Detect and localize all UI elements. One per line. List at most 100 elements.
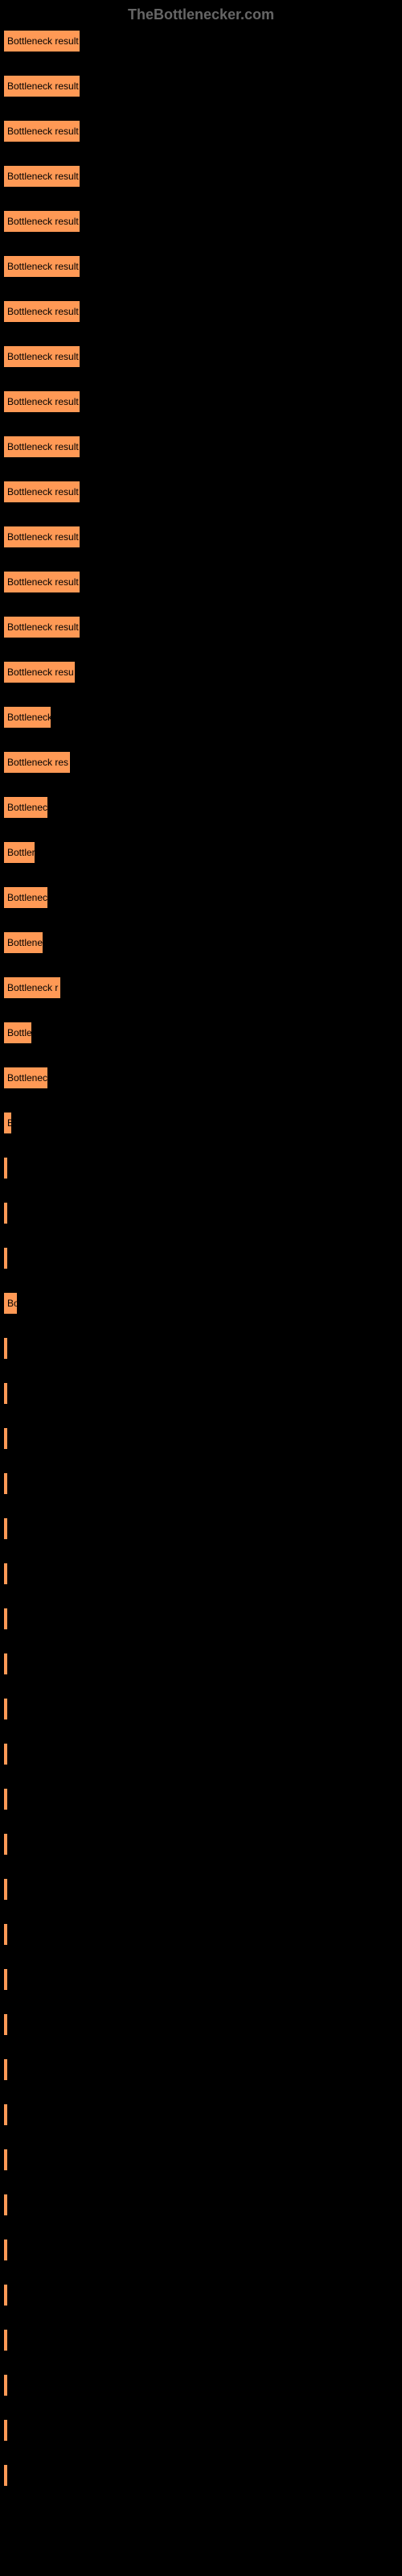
bottleneck-bar: Bottleneck result	[3, 165, 80, 188]
bar-label: Bottleneck result	[7, 216, 79, 227]
bar-label: Bottleneck result	[7, 486, 79, 497]
bar-wrapper	[3, 1608, 399, 1630]
bar-wrapper	[3, 2284, 399, 2306]
bar-label: Bottlenec	[7, 1072, 47, 1084]
bar-wrapper: Bottleneck result	[3, 120, 399, 142]
bottleneck-bar	[3, 2194, 8, 2216]
bar-wrapper	[3, 1382, 399, 1405]
bar-wrapper	[3, 1247, 399, 1269]
bar-wrapper: Bottlenec	[3, 1067, 399, 1089]
bar-wrapper	[3, 1337, 399, 1360]
bottleneck-bar	[3, 2058, 8, 2081]
bar-wrapper	[3, 1157, 399, 1179]
bottleneck-bar	[3, 1833, 8, 1856]
bar-wrapper: Bottleneck result	[3, 526, 399, 548]
bar-wrapper: Bottleneck result	[3, 390, 399, 413]
bar-wrapper	[3, 1878, 399, 1901]
bottleneck-bar	[3, 2329, 8, 2351]
bottleneck-bar	[3, 2149, 8, 2171]
bar-wrapper: Bottleneck result	[3, 165, 399, 188]
bar-wrapper: Bottlene	[3, 931, 399, 954]
bottleneck-bar: B	[3, 1112, 12, 1134]
bar-wrapper	[3, 2058, 399, 2081]
bar-label: Bottle	[7, 1027, 32, 1038]
bar-wrapper: Bottleneck result	[3, 571, 399, 593]
bar-label: Bottleneck result	[7, 396, 79, 407]
bottleneck-bar	[3, 2103, 8, 2126]
bar-wrapper	[3, 1833, 399, 1856]
bar-wrapper: Bottleneck result	[3, 255, 399, 278]
bar-wrapper: Bottleneck resu	[3, 661, 399, 683]
bar-label: Bottleneck result	[7, 351, 79, 362]
bar-label: Bottleneck r	[7, 982, 58, 993]
bottleneck-bar: Bottleneck result	[3, 436, 80, 458]
bar-wrapper: Bottleneck result	[3, 300, 399, 323]
bottleneck-bar: Bottleneck	[3, 706, 51, 729]
bottleneck-bar	[3, 1382, 8, 1405]
bar-wrapper	[3, 1923, 399, 1946]
bar-label: Bottlenec	[7, 892, 47, 903]
bar-label: Bottlenec	[7, 802, 47, 813]
bottleneck-bar: Bo	[3, 1292, 18, 1315]
bar-label: B	[7, 1117, 12, 1129]
bar-wrapper	[3, 1427, 399, 1450]
bar-wrapper	[3, 1788, 399, 1810]
bar-wrapper	[3, 1563, 399, 1585]
bar-wrapper	[3, 2329, 399, 2351]
bar-label: Bottleneck result	[7, 80, 79, 92]
bar-wrapper	[3, 1472, 399, 1495]
bottleneck-bar: Bottleneck resu	[3, 661, 76, 683]
bottleneck-bar: Bottlenec	[3, 1067, 48, 1089]
bottleneck-bar: Bottleneck result	[3, 345, 80, 368]
bar-label: Bottleneck result	[7, 621, 79, 633]
bottleneck-bar: Bottleneck res	[3, 751, 71, 774]
bottleneck-bar: Bottleneck result	[3, 255, 80, 278]
bottleneck-bar: Bottlene	[3, 931, 43, 954]
bottleneck-bar	[3, 1517, 8, 1540]
bottleneck-bar	[3, 1472, 8, 1495]
bottleneck-bar: Bottleneck result	[3, 390, 80, 413]
bottleneck-bar	[3, 1698, 8, 1720]
bar-wrapper: Bo	[3, 1292, 399, 1315]
bar-wrapper: Bottleneck r	[3, 976, 399, 999]
bottleneck-bar: Bottleneck result	[3, 300, 80, 323]
bottleneck-bar: Bottleneck result	[3, 526, 80, 548]
bars-container: Bottleneck result Bottleneck result Bottle…	[0, 30, 402, 2487]
bottleneck-bar	[3, 1743, 8, 1765]
bottleneck-bar	[3, 1608, 8, 1630]
bar-wrapper	[3, 2374, 399, 2396]
header: TheBottlenecker.com	[0, 0, 402, 30]
bottleneck-bar	[3, 2013, 8, 2036]
bar-label: Bottleneck result	[7, 531, 79, 543]
bar-wrapper: Bottleneck result	[3, 481, 399, 503]
bottleneck-bar: Bottleneck result	[3, 571, 80, 593]
bar-wrapper	[3, 2013, 399, 2036]
bar-label: Bottleneck res	[7, 757, 68, 768]
bar-wrapper	[3, 1202, 399, 1224]
bar-wrapper	[3, 2103, 399, 2126]
bottleneck-bar	[3, 1878, 8, 1901]
bottleneck-bar: Bottleneck result	[3, 75, 80, 97]
bar-wrapper: Bottleneck res	[3, 751, 399, 774]
bar-wrapper: Bottleneck result	[3, 436, 399, 458]
bar-wrapper	[3, 2149, 399, 2171]
bottleneck-bar: Bottler	[3, 841, 35, 864]
bar-wrapper: Bottle	[3, 1022, 399, 1044]
brand-text: TheBottlenecker.com	[128, 6, 274, 23]
bottleneck-bar	[3, 1337, 8, 1360]
bottleneck-bar	[3, 1563, 8, 1585]
bar-wrapper	[3, 1743, 399, 1765]
bottleneck-bar: Bottleneck r	[3, 976, 61, 999]
bottleneck-bar	[3, 1247, 8, 1269]
bottleneck-bar	[3, 1788, 8, 1810]
bar-wrapper	[3, 2194, 399, 2216]
bottleneck-bar: Bottlenec	[3, 886, 48, 909]
bottleneck-bar	[3, 1157, 8, 1179]
bottleneck-bar: Bottleneck result	[3, 616, 80, 638]
bar-label: Bottleneck result	[7, 306, 79, 317]
bar-wrapper	[3, 2239, 399, 2261]
bottleneck-bar	[3, 1427, 8, 1450]
bar-wrapper: Bottleneck result	[3, 30, 399, 52]
bottleneck-bar	[3, 1968, 8, 1991]
bar-wrapper	[3, 1653, 399, 1675]
